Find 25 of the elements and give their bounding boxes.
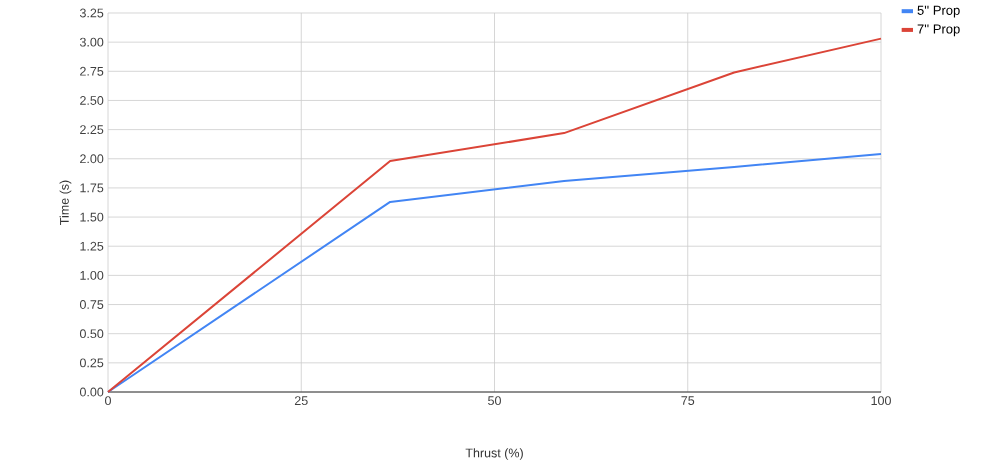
- y-tick-label: 0.00: [79, 387, 104, 397]
- y-tick-label: 1.00: [80, 270, 104, 280]
- x-axis-title: Thrust (%): [465, 448, 523, 460]
- legend-label: 7'' Prop: [917, 24, 960, 37]
- y-tick-label: 1.25: [80, 241, 104, 251]
- x-tick-label: 0: [105, 396, 111, 406]
- y-tick-label: 1.50: [80, 212, 104, 222]
- y-tick-label: 0.25: [79, 358, 104, 368]
- x-tick-label: 25: [294, 396, 308, 406]
- y-axis-title: Time (s): [59, 180, 72, 225]
- y-tick-label: 1.75: [80, 183, 104, 193]
- y-tick-label: 2.75: [80, 66, 104, 76]
- y-tick-label: 3.25: [79, 8, 104, 18]
- y-tick-label: 3.00: [79, 37, 104, 47]
- x-tick-label: 100: [871, 396, 891, 406]
- y-tick-label: 2.50: [80, 96, 104, 105]
- legend-label: 5'' Prop: [917, 5, 960, 18]
- y-tick-label: 0.75: [79, 300, 104, 309]
- y-tick-label: 2.00: [80, 154, 104, 164]
- x-tick-label: 75: [681, 396, 695, 405]
- line-series: [107, 153, 883, 393]
- line-series: [107, 37, 883, 393]
- y-tick-label: 2.25: [80, 125, 104, 135]
- x-tick-label: 50: [488, 396, 501, 406]
- y-tick-label: 0.50: [79, 329, 104, 339]
